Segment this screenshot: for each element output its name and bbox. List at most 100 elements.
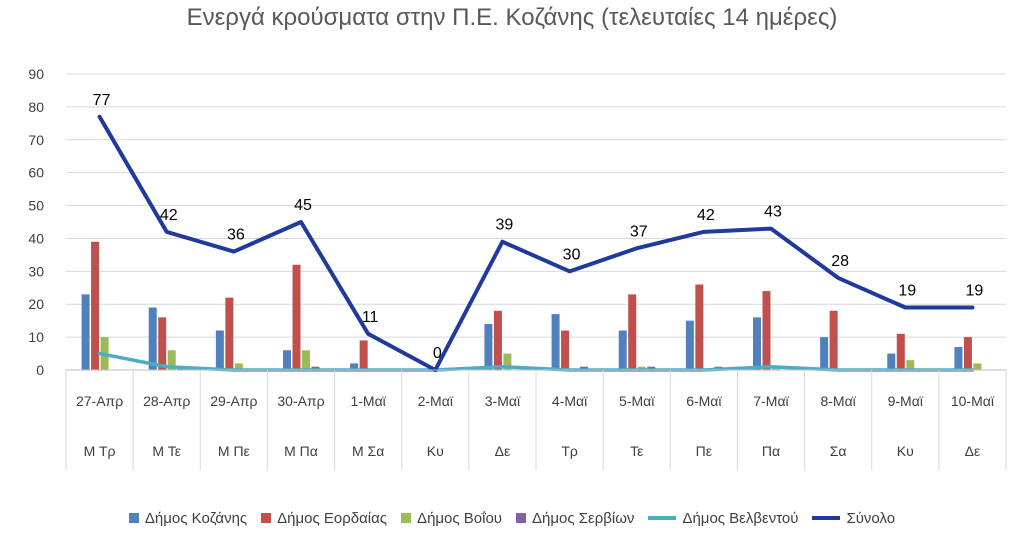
data-label: 0 <box>433 345 442 362</box>
bar <box>820 337 829 370</box>
legend-label: Δήμος Κοζάνης <box>144 509 248 527</box>
legend-swatch <box>648 516 677 520</box>
legend-item: Δήμος Βοΐου <box>401 510 502 527</box>
y-tick-label: 70 <box>28 132 44 148</box>
x-day-label: Κυ <box>897 443 914 459</box>
legend-swatch <box>516 513 527 523</box>
bar <box>628 294 637 370</box>
y-tick-label: 10 <box>28 329 44 345</box>
labels: 0 10 20 30 40 50 60 70 80 90 77 42 36 45 11 0 39 30 37 42 43… <box>28 66 994 459</box>
data-label: 39 <box>496 217 514 234</box>
data-label: 37 <box>630 223 648 240</box>
x-tick-label: 4-Μαϊ <box>552 393 588 409</box>
bar <box>148 307 157 370</box>
bar <box>167 350 176 370</box>
bar <box>762 291 771 370</box>
x-tick-label: 27-Απρ <box>76 393 123 409</box>
x-day-label: Τε <box>630 443 643 459</box>
y-tick-label: 0 <box>36 362 44 378</box>
x-tick-label: 5-Μαϊ <box>619 393 655 409</box>
legend-swatch <box>401 513 412 523</box>
bar <box>618 330 627 370</box>
y-tick-label: 40 <box>28 230 44 246</box>
x-tick-label: 2-Μαϊ <box>418 393 454 409</box>
bar <box>359 340 368 370</box>
data-label: 77 <box>93 92 111 109</box>
x-day-label: Μ Τρ <box>84 443 116 459</box>
legend-item: Δήμος Εορδαίας <box>261 510 387 527</box>
bar <box>695 284 704 370</box>
chart-title: Ενεργά κρούσματα στην Π.Ε. Κοζάνης (τελε… <box>186 4 838 31</box>
legend-item: Δήμος Κοζάνης <box>128 509 248 527</box>
bar <box>887 353 896 370</box>
data-label: 42 <box>697 207 715 224</box>
bar <box>829 310 838 370</box>
bar <box>484 323 493 370</box>
bar <box>302 350 310 370</box>
legend-swatch <box>261 513 272 523</box>
legend: Δήμος Κοζάνης Δήμος Εορδαίας Δήμος Βοΐου Δή… <box>0 505 1024 531</box>
data-label: 42 <box>160 207 178 224</box>
x-tick-label: 1-Μαϊ <box>350 393 386 409</box>
x-day-label: Σα <box>830 443 847 459</box>
x-tick-label: 3-Μαϊ <box>485 393 521 409</box>
legend-label: Σύνολο <box>846 509 896 527</box>
gridlines <box>66 73 1006 338</box>
data-label: 19 <box>898 283 916 300</box>
legend-label: Δήμος Εορδαίας <box>277 509 388 527</box>
x-tick-label: 28-Απρ <box>143 393 190 409</box>
legend-label: Δήμος Βοΐου <box>417 509 503 527</box>
y-tick-label: 20 <box>28 296 44 312</box>
bar <box>561 330 570 370</box>
axes <box>65 369 1007 470</box>
bar <box>896 333 905 370</box>
legend-item: Δήμος Σερβίων <box>516 510 634 527</box>
legend-item: Δήμος Βελβεντού <box>648 510 798 527</box>
series-line-total <box>97 114 975 372</box>
bar <box>91 241 100 370</box>
bar <box>906 360 915 370</box>
x-day-label: Δε <box>965 443 981 459</box>
x-tick-label: 30-Απρ <box>277 393 324 409</box>
x-day-label: Πε <box>696 443 712 459</box>
bar <box>503 353 512 370</box>
data-label: 28 <box>831 253 849 270</box>
x-day-label: Τρ <box>561 443 578 459</box>
bar <box>753 317 761 370</box>
x-day-label: Μ Πε <box>218 443 250 459</box>
legend-label: Δήμος Σερβίων <box>532 509 635 527</box>
y-tick-label: 30 <box>28 263 44 279</box>
legend-item: Σύνολο <box>812 510 895 527</box>
x-day-label: Μ Τε <box>152 443 181 459</box>
data-label: 19 <box>966 283 984 300</box>
bar <box>973 363 982 370</box>
bar <box>685 320 694 370</box>
bar <box>234 363 243 370</box>
bar <box>215 330 224 370</box>
x-tick-label: 10-Μαϊ <box>951 393 995 409</box>
bar <box>350 363 359 370</box>
bar <box>283 350 291 370</box>
bar <box>225 297 234 370</box>
y-tick-label: 60 <box>28 165 44 181</box>
x-day-label: Κυ <box>427 443 444 459</box>
x-day-label: Πα <box>762 443 780 459</box>
legend-swatch <box>128 513 139 523</box>
x-day-label: Δε <box>495 443 511 459</box>
bar <box>81 294 90 370</box>
y-tick-label: 50 <box>28 198 44 214</box>
x-day-label: Μ Πα <box>284 443 318 459</box>
bar <box>963 337 972 370</box>
legend-swatch <box>812 516 841 520</box>
data-label: 43 <box>764 204 782 221</box>
x-tick-label: 29-Απρ <box>210 393 257 409</box>
x-tick-label: 7-Μαϊ <box>753 393 789 409</box>
y-tick-label: 80 <box>28 99 44 115</box>
data-label: 11 <box>362 309 379 326</box>
data-label: 36 <box>227 227 245 244</box>
x-tick-label: 6-Μαϊ <box>686 393 722 409</box>
legend-label: Δήμος Βελβεντού <box>682 509 799 527</box>
bar <box>292 264 301 370</box>
data-label: 30 <box>563 246 581 263</box>
bar <box>551 314 560 370</box>
